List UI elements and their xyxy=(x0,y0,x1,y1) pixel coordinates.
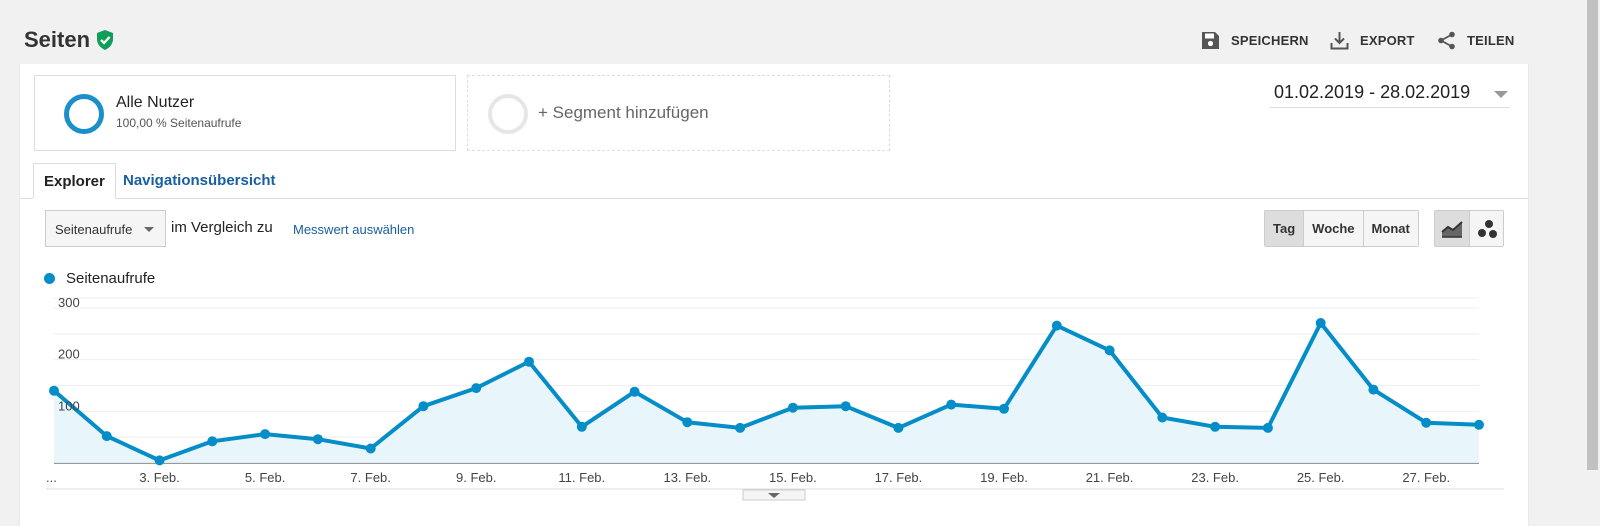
data-point xyxy=(735,422,746,433)
line-chart-icon xyxy=(1441,220,1463,238)
y-tick-label: 200 xyxy=(58,347,80,362)
data-point xyxy=(999,403,1009,414)
save-label: SPEICHERN xyxy=(1231,32,1309,48)
download-icon xyxy=(1330,31,1349,49)
data-point xyxy=(49,385,59,396)
tab-divider xyxy=(20,198,1528,199)
data-point xyxy=(946,399,957,410)
x-tick-label: 17. Feb. xyxy=(875,470,923,485)
x-tick-label: 7. Feb. xyxy=(350,470,390,485)
share-label: TEILEN xyxy=(1467,32,1515,48)
pageviews-line-chart: 100 200 300 ... 3. Feb. 5. Feb. 7. Feb. 9. Feb… xyxy=(46,295,1504,501)
data-point xyxy=(1315,318,1326,328)
chevron-down-icon xyxy=(1494,91,1508,98)
page-scrollbar[interactable] xyxy=(1585,0,1600,526)
data-point xyxy=(629,386,640,397)
y-axis-labels: 100 200 300 xyxy=(58,295,80,413)
data-point xyxy=(1368,384,1379,395)
select-metric-link[interactable]: Messwert auswählen xyxy=(293,222,415,237)
segment-ring-icon xyxy=(64,94,104,134)
data-point xyxy=(576,421,587,432)
motion-chart-button[interactable] xyxy=(1469,211,1503,246)
x-tick-label: 23. Feb. xyxy=(1191,470,1239,485)
data-point xyxy=(524,356,534,367)
report-header: Seiten SPEICHERN EXPORT TEILEN xyxy=(0,0,1585,64)
data-point xyxy=(840,401,851,412)
x-tick-label: 21. Feb. xyxy=(1086,470,1134,485)
data-point xyxy=(471,383,482,394)
data-point xyxy=(1157,412,1168,423)
date-range-picker[interactable]: 01.02.2019 - 28.02.2019 xyxy=(1270,82,1510,108)
segment-name: Alle Nutzer xyxy=(116,94,195,111)
period-day-button[interactable]: Tag xyxy=(1265,211,1304,246)
metric-select-value: Seitenaufrufe xyxy=(55,222,133,237)
data-point xyxy=(787,402,798,413)
save-icon xyxy=(1202,31,1219,49)
x-tick-label: 27. Feb. xyxy=(1402,470,1450,485)
data-point xyxy=(365,443,376,454)
data-point xyxy=(1262,422,1273,433)
chart-legend: Seitenaufrufe xyxy=(44,270,155,287)
date-range-label: 01.02.2019 - 28.02.2019 xyxy=(1274,82,1471,102)
data-point xyxy=(154,455,165,466)
chart-resize-handle[interactable] xyxy=(742,489,806,501)
export-label: EXPORT xyxy=(1360,32,1415,48)
data-point xyxy=(101,431,112,442)
compare-text: im Vergleich zu xyxy=(171,219,273,236)
verified-shield-icon xyxy=(97,30,113,50)
empty-segment-ring-icon xyxy=(488,94,528,134)
segment-detail: 100,00 % Seitenaufrufe xyxy=(116,116,242,130)
line-chart-button[interactable] xyxy=(1435,211,1469,246)
motion-chart-icon xyxy=(1477,219,1497,238)
x-tick-label: 9. Feb. xyxy=(456,470,496,485)
x-tick-label: 3. Feb. xyxy=(139,470,179,485)
chevron-down-icon xyxy=(768,493,780,498)
scrollbar-thumb[interactable] xyxy=(1587,0,1598,470)
period-week-button[interactable]: Woche xyxy=(1303,211,1363,246)
y-tick-label: 300 xyxy=(58,295,80,310)
x-tick-label: 11. Feb. xyxy=(558,470,605,485)
add-segment-label: + Segment hinzufügen xyxy=(538,103,709,122)
period-month-button[interactable]: Monat xyxy=(1362,211,1418,246)
series-area xyxy=(54,323,1479,463)
x-tick-label: 19. Feb. xyxy=(980,470,1028,485)
x-tick-label: 25. Feb. xyxy=(1297,470,1345,485)
data-point xyxy=(893,422,904,433)
add-segment-button[interactable]: + Segment hinzufügen xyxy=(467,75,890,151)
series-line xyxy=(52,321,1480,463)
data-point xyxy=(1421,417,1432,428)
tab-explorer[interactable]: Explorer xyxy=(33,163,116,199)
data-point xyxy=(312,434,323,445)
tab-navigation-summary[interactable]: Navigationsübersicht xyxy=(123,172,276,189)
data-point xyxy=(260,429,271,440)
data-point xyxy=(682,417,693,428)
data-point xyxy=(1474,419,1484,430)
chevron-down-icon xyxy=(144,227,154,232)
period-toggle: Tag Woche Monat xyxy=(1264,210,1419,247)
x-tick-label: 5. Feb. xyxy=(245,470,285,485)
legend-label: Seitenaufrufe xyxy=(66,270,156,287)
data-point xyxy=(1104,345,1115,356)
data-point xyxy=(207,436,218,447)
page-title: Seiten xyxy=(24,27,91,52)
chart-type-toggle xyxy=(1434,210,1504,247)
series-color-dot xyxy=(44,273,55,284)
x-tick-label: 15. Feb. xyxy=(769,470,817,485)
segment-all-users[interactable]: Alle Nutzer 100,00 % Seitenaufrufe xyxy=(34,75,456,151)
series-points xyxy=(49,318,1484,466)
data-point xyxy=(418,401,429,412)
data-point xyxy=(1051,320,1062,331)
share-icon xyxy=(1438,31,1455,49)
data-point xyxy=(1210,421,1221,432)
share-button[interactable]: TEILEN xyxy=(1437,30,1514,50)
metric-select[interactable]: Seitenaufrufe xyxy=(45,210,166,247)
x-axis-labels: ... 3. Feb. 5. Feb. 7. Feb. 9. Feb. 11. Feb. 1… xyxy=(46,470,1450,485)
x-tick-label: 13. Feb. xyxy=(663,470,711,485)
export-button[interactable]: EXPORT xyxy=(1330,30,1415,50)
y-tick-label: 100 xyxy=(58,398,80,413)
x-tick-label: ... xyxy=(46,470,57,485)
save-button[interactable]: SPEICHERN xyxy=(1201,30,1309,50)
report-panel: Alle Nutzer 100,00 % Seitenaufrufe + Seg… xyxy=(19,64,1529,526)
